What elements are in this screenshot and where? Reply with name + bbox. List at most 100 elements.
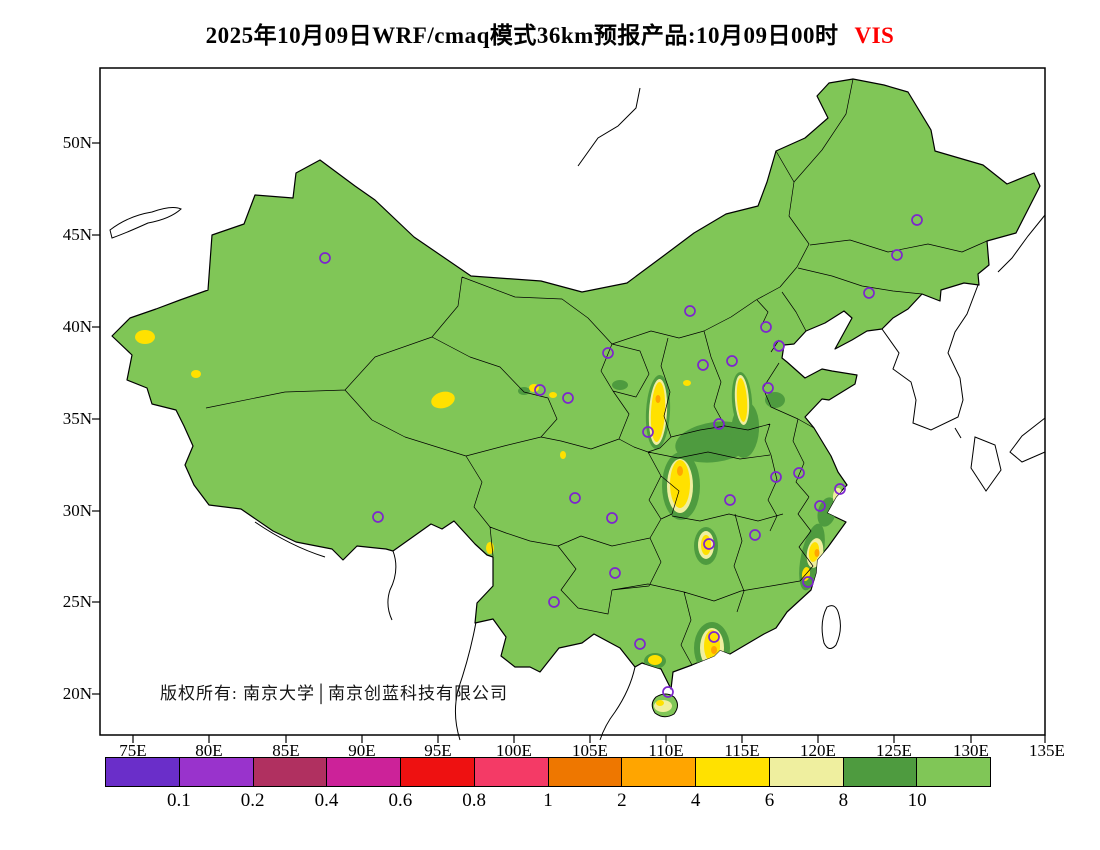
korea-coastline bbox=[881, 284, 979, 431]
vis-patch bbox=[808, 542, 820, 562]
plot-frame bbox=[99, 67, 1046, 736]
title-variable: VIS bbox=[854, 23, 895, 48]
station-marker bbox=[724, 494, 736, 506]
station-marker bbox=[726, 355, 738, 367]
station-marker bbox=[770, 471, 782, 483]
station-marker bbox=[534, 384, 546, 396]
station-marker bbox=[793, 467, 805, 479]
vis-patch bbox=[736, 378, 748, 422]
lat-tick-label: 40N bbox=[62, 317, 92, 336]
lon-tick-label: 90E bbox=[348, 741, 376, 760]
station-marker bbox=[749, 529, 761, 541]
lat-tick-label: 25N bbox=[62, 592, 92, 611]
nepal-border bbox=[254, 521, 326, 558]
myanmar-border bbox=[387, 550, 477, 741]
lat-tick-label: 45N bbox=[62, 225, 92, 244]
lake-balkhash bbox=[109, 207, 182, 239]
colorbar-segment bbox=[105, 757, 180, 787]
station-markers bbox=[319, 214, 923, 698]
colorbar-segment bbox=[400, 757, 475, 787]
vis-patch bbox=[191, 370, 201, 378]
taiwan-island bbox=[821, 605, 841, 649]
colorbar-segment bbox=[916, 757, 991, 787]
lat-tick-label: 50N bbox=[62, 133, 92, 152]
lon-tick-label: 75E bbox=[119, 741, 147, 760]
lon-tick-label: 100E bbox=[496, 741, 532, 760]
station-marker bbox=[802, 576, 814, 588]
province-borders bbox=[205, 79, 988, 666]
vis-patch bbox=[549, 392, 557, 398]
station-marker bbox=[911, 214, 923, 226]
station-marker bbox=[713, 418, 725, 430]
colorbar-segment bbox=[473, 757, 549, 787]
colorbar-boundary-label: 6 bbox=[764, 790, 775, 811]
station-marker bbox=[602, 347, 614, 359]
colorbar-boundary-label: 4 bbox=[690, 790, 701, 811]
colorbar-labels: 0.1 0.2 0.4 0.6 0.8 1 2 4 6 8 10 bbox=[105, 790, 991, 816]
vis-patch bbox=[612, 380, 628, 390]
lon-tick-label: 135E bbox=[1029, 741, 1065, 760]
lon-tick-label: 80E bbox=[195, 741, 223, 760]
mongolia-russia-border bbox=[577, 87, 641, 167]
station-marker bbox=[684, 305, 696, 317]
lon-tick-label: 115E bbox=[724, 741, 760, 760]
colorbar-boundary-label: 0.2 bbox=[240, 790, 265, 811]
vis-patch bbox=[670, 460, 690, 508]
station-marker bbox=[762, 382, 774, 394]
copyright-text: 版权所有: 南京大学│南京创蓝科技有限公司 bbox=[160, 684, 509, 703]
station-marker bbox=[634, 638, 646, 650]
vis-patch bbox=[560, 451, 566, 459]
station-marker bbox=[863, 287, 875, 299]
vis-patch bbox=[677, 466, 683, 476]
vis-patch bbox=[518, 387, 530, 395]
colorbar-boundary-label: 0.4 bbox=[314, 790, 339, 811]
station-marker bbox=[760, 321, 772, 333]
colorbar-segment bbox=[842, 757, 918, 787]
russia-coastline bbox=[997, 214, 1046, 273]
vis-patch bbox=[701, 535, 711, 555]
colorbar-boundary-label: 0.6 bbox=[388, 790, 413, 811]
vis-patch bbox=[711, 646, 717, 654]
station-marker bbox=[548, 596, 560, 608]
title-text: 2025年10月09日WRF/cmaq模式36km预报产品:10月09日00时 bbox=[205, 23, 839, 48]
province-borders-group bbox=[205, 79, 988, 666]
vis-patch bbox=[648, 655, 662, 665]
colorbar-boundary-label: 10 bbox=[907, 790, 927, 811]
lon-tick-label: 110E bbox=[648, 741, 684, 760]
station-marker bbox=[372, 511, 384, 523]
lon-tick-label: 105E bbox=[572, 741, 608, 760]
station-marker bbox=[569, 492, 581, 504]
colorbar-segment bbox=[178, 757, 254, 787]
vis-patch bbox=[704, 630, 720, 662]
station-marker bbox=[319, 252, 331, 264]
colorbar-boundary-label: 0.1 bbox=[166, 790, 191, 811]
colorbar-boundary-label: 2 bbox=[617, 790, 627, 811]
colorbar-segment bbox=[326, 757, 401, 787]
vis-patch bbox=[656, 700, 664, 706]
colorbar bbox=[105, 757, 991, 787]
station-marker bbox=[609, 567, 621, 579]
lon-tick-label: 130E bbox=[953, 741, 989, 760]
colorbar-boundary-label: 1 bbox=[543, 790, 553, 811]
lat-tick-label: 20N bbox=[62, 684, 92, 703]
station-marker bbox=[814, 500, 826, 512]
vietnam-coastline bbox=[599, 666, 636, 741]
station-marker bbox=[606, 512, 618, 524]
station-marker bbox=[891, 249, 903, 261]
visibility-patches bbox=[135, 330, 843, 712]
station-marker bbox=[703, 538, 715, 550]
colorbar-segment bbox=[621, 757, 696, 787]
station-marker bbox=[562, 392, 574, 404]
neighbor-coastlines bbox=[109, 87, 1046, 741]
station-marker bbox=[708, 631, 720, 643]
vis-patch bbox=[683, 380, 691, 386]
colorbar-segment bbox=[547, 757, 623, 787]
colorbar-segment bbox=[768, 757, 844, 787]
colorbar-boundary-label: 8 bbox=[838, 790, 849, 811]
colorbar-segment bbox=[695, 757, 770, 787]
japan-coastline bbox=[954, 417, 1046, 492]
lat-tick-label: 35N bbox=[62, 409, 92, 428]
vis-patch bbox=[135, 330, 155, 344]
station-marker bbox=[642, 426, 654, 438]
